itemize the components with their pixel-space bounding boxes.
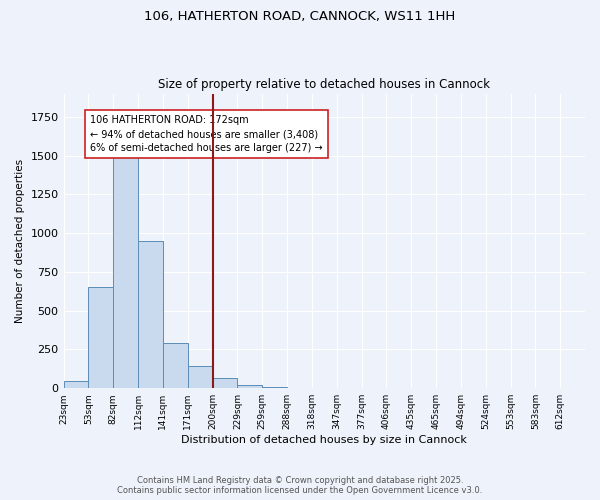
Bar [138, 241, 163, 388]
Text: Contains HM Land Registry data © Crown copyright and database right 2025.
Contai: Contains HM Land Registry data © Crown c… [118, 476, 482, 495]
Bar [188, 366, 212, 388]
Bar [163, 343, 188, 388]
Text: 106, HATHERTON ROAD, CANNOCK, WS11 1HH: 106, HATHERTON ROAD, CANNOCK, WS11 1HH [145, 10, 455, 23]
Bar [113, 156, 138, 388]
Y-axis label: Number of detached properties: Number of detached properties [15, 159, 25, 323]
X-axis label: Distribution of detached houses by size in Cannock: Distribution of detached houses by size … [181, 435, 467, 445]
Bar [238, 385, 262, 388]
Bar [212, 378, 238, 388]
Text: 106 HATHERTON ROAD: 172sqm
← 94% of detached houses are smaller (3,408)
6% of se: 106 HATHERTON ROAD: 172sqm ← 94% of deta… [90, 116, 323, 154]
Title: Size of property relative to detached houses in Cannock: Size of property relative to detached ho… [158, 78, 490, 91]
Bar [64, 381, 88, 388]
Bar [88, 288, 113, 388]
